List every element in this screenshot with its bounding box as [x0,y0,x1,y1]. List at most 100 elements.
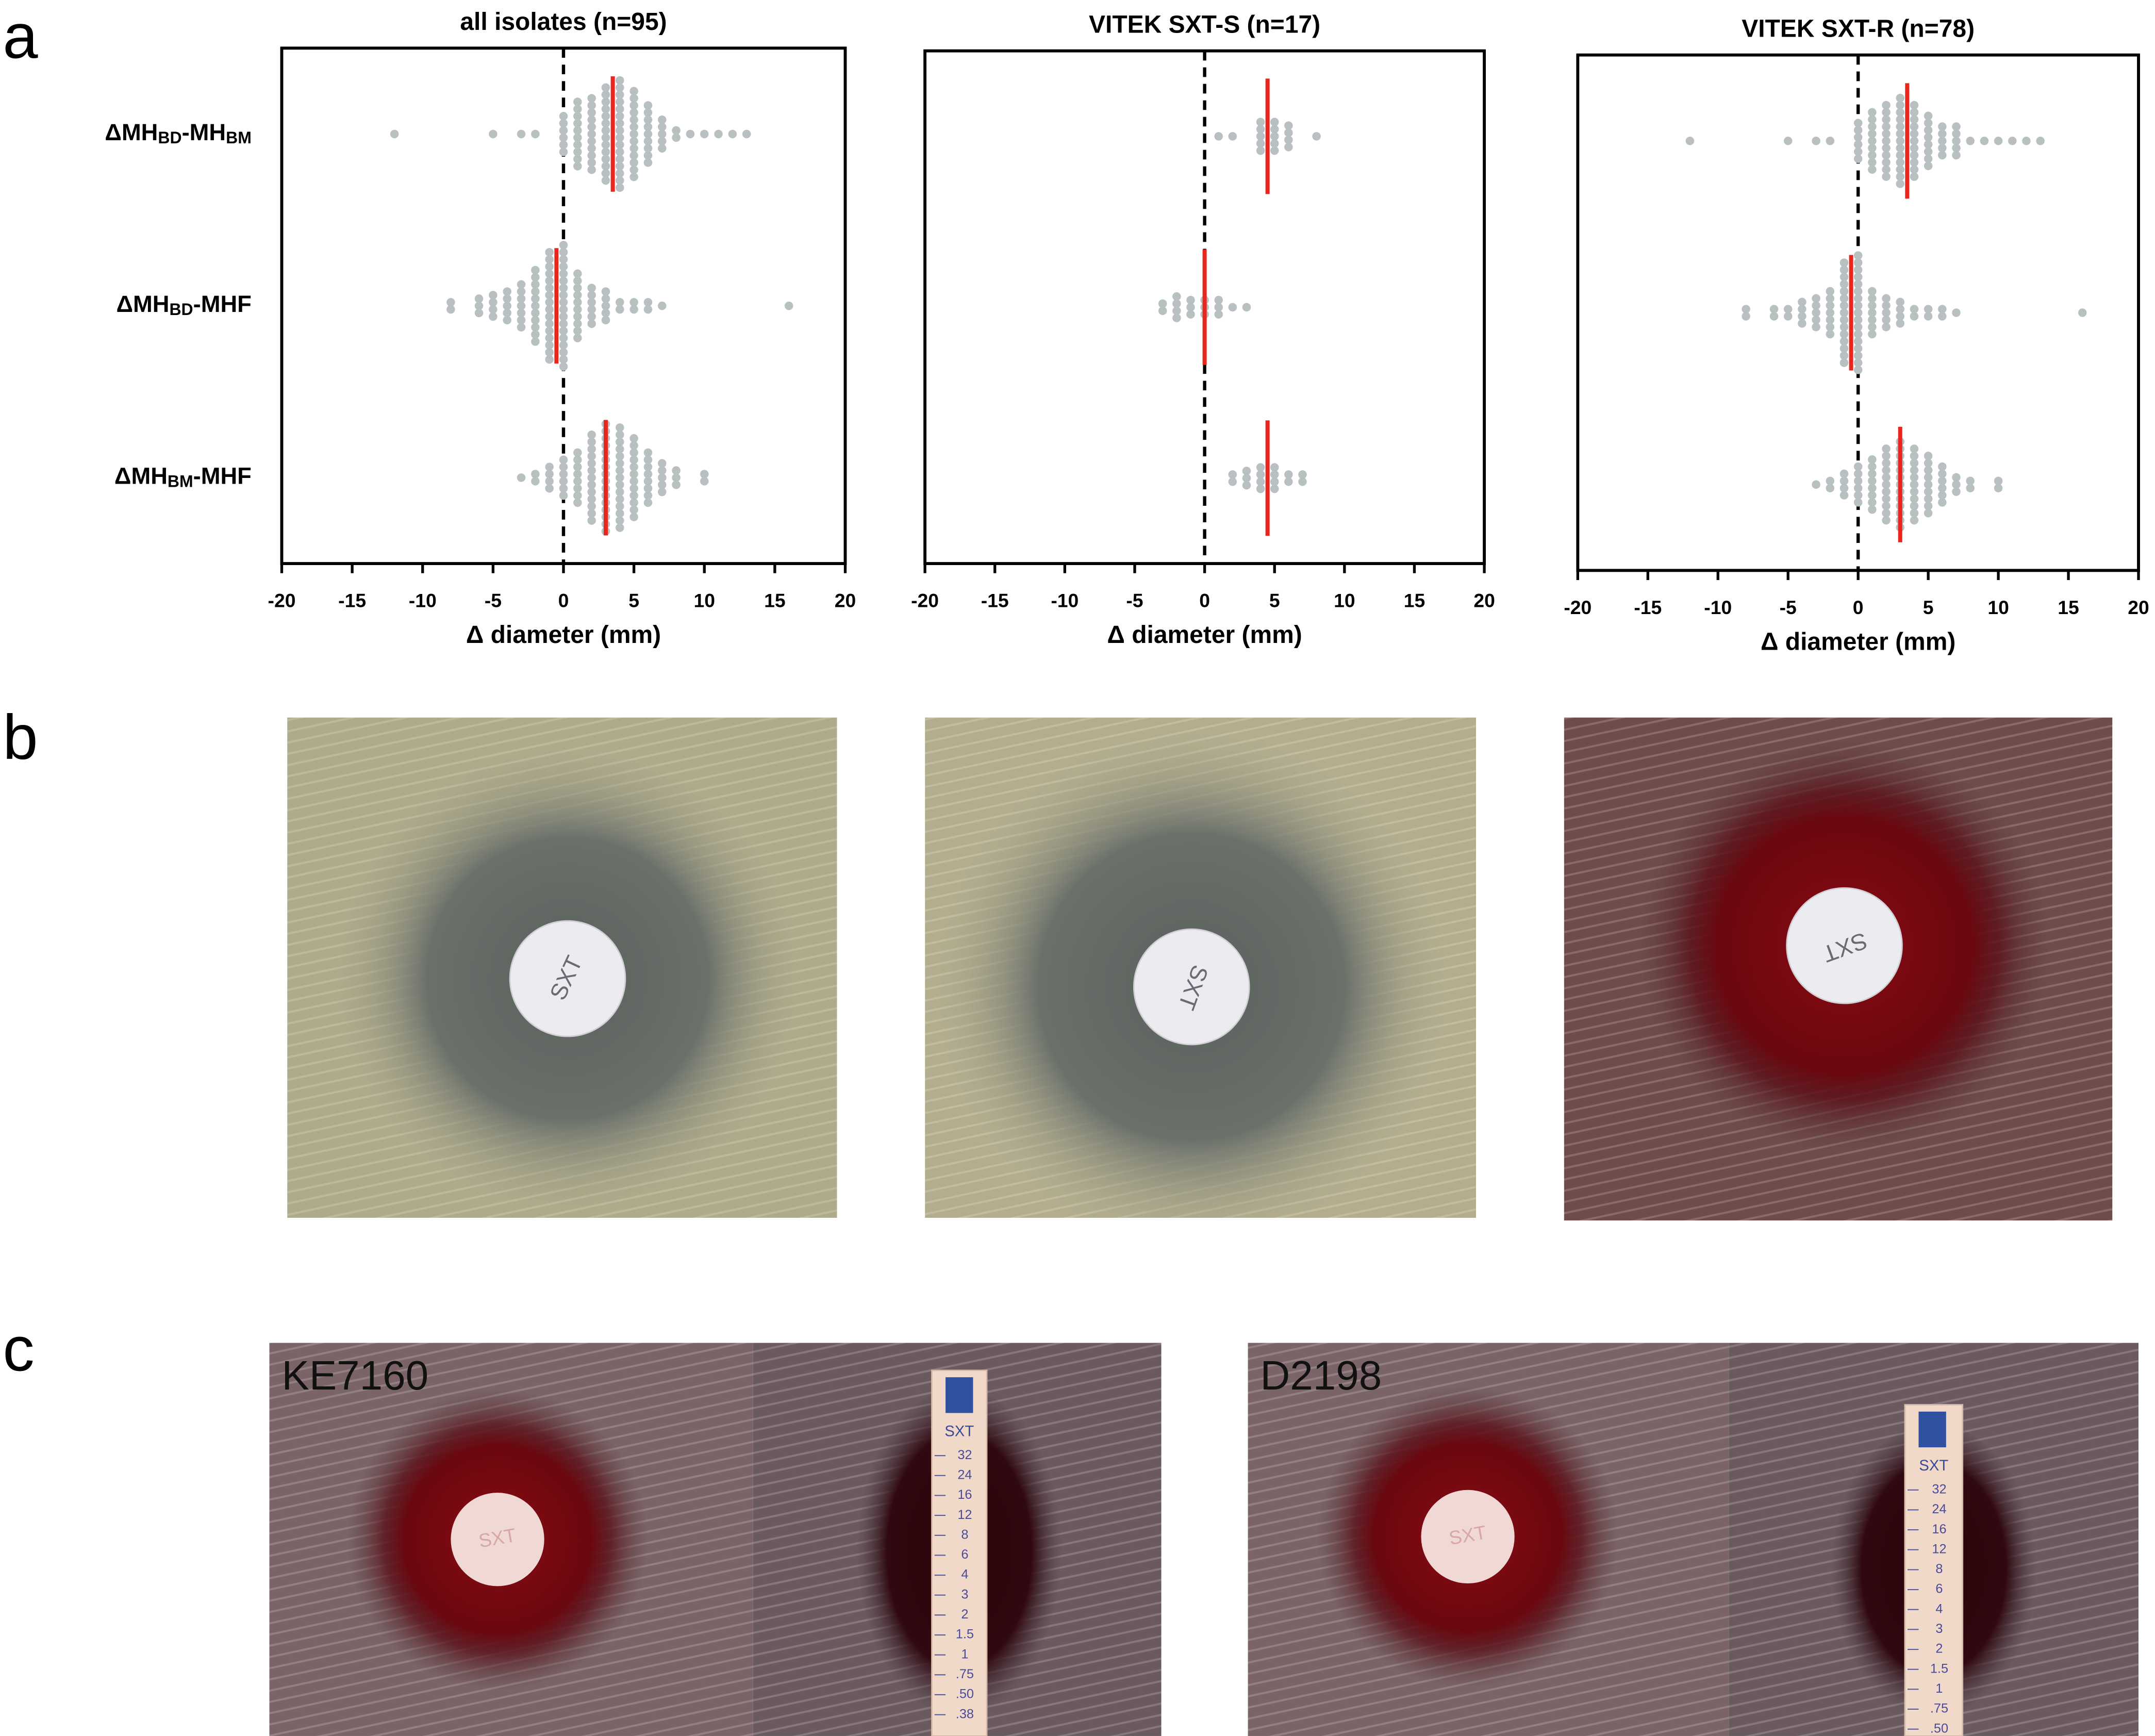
dot [1938,143,1947,153]
dot [1826,484,1835,492]
dot [1284,121,1293,130]
dot [587,158,596,167]
dot [742,129,751,139]
dot [1839,322,1849,332]
chart-title: VITEK SXT-S (n=17) [1089,11,1320,38]
photo: SXT [287,717,837,1218]
dot [1924,305,1933,313]
dot [573,462,582,471]
dot [1910,452,1919,460]
x-tick-label: 5 [628,590,639,611]
dot [587,487,596,497]
dot [1938,151,1947,160]
dot [616,452,624,461]
dot [1242,474,1251,483]
dot-column [657,459,667,497]
dot [1853,337,1863,346]
dot [629,491,638,500]
dot-column [587,94,596,174]
dot-column [700,470,709,486]
dot [601,119,610,128]
dot [672,133,681,142]
dot [573,455,582,465]
dot [1839,358,1849,367]
dot [1994,476,2003,486]
dot [1284,477,1293,486]
dot [1853,272,1863,282]
dot-column [489,291,498,321]
dot [559,462,568,471]
dot [559,305,568,314]
dot [629,122,638,131]
dot [1798,319,1806,328]
dot [643,122,653,131]
strip-scale-label: .50 [1930,1721,1948,1735]
dot [629,505,638,515]
dot [1938,137,1947,145]
dot [573,97,582,106]
dot [1284,142,1293,152]
dot-column [1256,463,1265,493]
dot [601,301,610,310]
dot [1882,158,1891,167]
dot [545,262,554,271]
dot [587,494,596,504]
dot [1853,469,1863,478]
dot-column [573,97,582,171]
dot [1952,122,1961,131]
dot-column [559,455,568,500]
dot [559,319,568,328]
dot [1896,305,1905,313]
dot [1924,126,1933,135]
strip-scale-label: 32 [1932,1482,1946,1496]
x-tick-label: -10 [1704,597,1732,618]
dot [1839,258,1849,267]
dot [559,133,568,142]
dot [1853,301,1863,310]
row-label: ΔMHBM-MHF [114,462,252,490]
dot [1853,279,1863,289]
dot [1882,151,1891,160]
dot [573,491,582,500]
dot [1256,477,1265,486]
photo: SXT [1564,717,2113,1221]
dot [503,308,511,318]
dot [657,301,667,310]
dot [601,294,610,303]
dot [1242,467,1251,475]
dot-column [1882,444,1891,525]
x-tick-label: -20 [911,590,939,611]
dot [559,140,568,150]
dot [657,466,667,475]
dot [587,481,596,489]
dot [587,115,596,124]
dot [643,129,653,139]
dot [1938,469,1947,478]
dot [1868,151,1877,160]
dot [559,312,568,321]
dot-column [657,301,667,310]
etest-strip [1904,1404,1964,1736]
dot-column [545,462,554,493]
dot [616,112,624,121]
dot [1853,287,1863,296]
x-tick-label: -15 [981,590,1009,611]
dot [643,455,653,465]
dot [700,470,709,478]
dot-column [1812,137,1820,145]
dot-column [1853,462,1863,507]
dot-column [573,448,582,507]
dot [1172,292,1181,301]
dot [1839,272,1849,282]
dot [474,301,484,310]
dot [545,269,554,278]
x-tick-label: 15 [1404,590,1425,611]
dot [559,355,568,364]
dot [1952,308,1961,317]
dot [545,305,554,314]
dot-column [1826,476,1835,492]
dot [1186,295,1195,305]
dot [629,470,638,478]
dot [1853,147,1863,156]
